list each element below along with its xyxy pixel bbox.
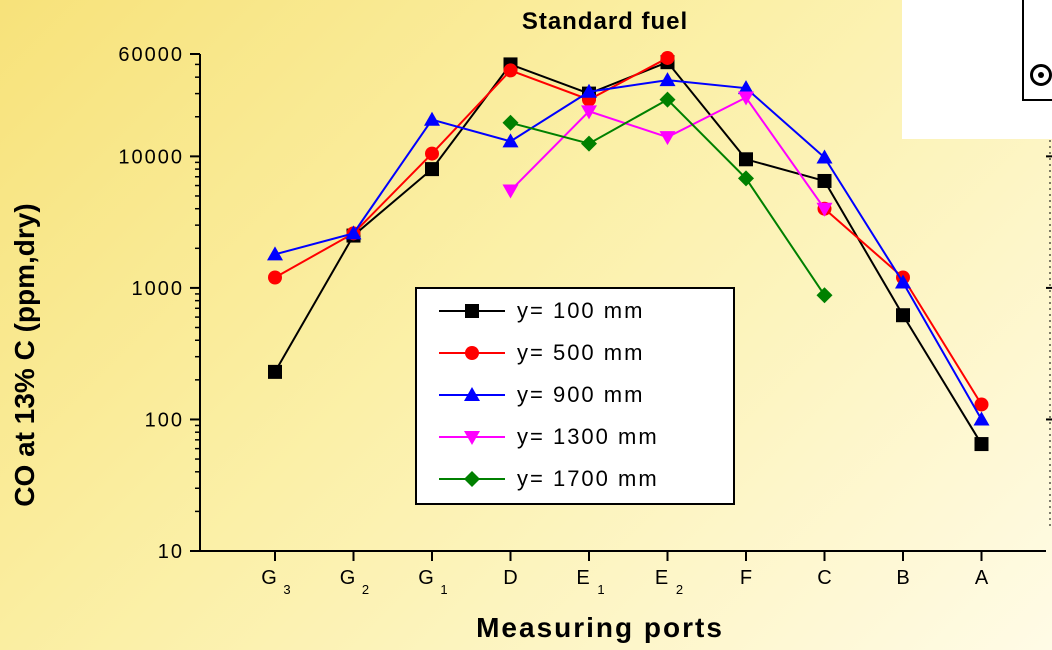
data-point-series-3 [816,149,833,164]
data-point-series-3 [581,83,597,98]
legend-symbol [464,387,480,401]
x-tick-label: G [340,567,356,589]
legend-label-1: y= 100 mm [517,298,645,323]
y-tick-label: 100 [145,409,184,431]
legend-label-2: y= 500 mm [517,340,645,365]
x-tick-label: E [576,567,589,589]
data-point-series-1 [739,152,753,167]
x-tick-label: B [896,567,909,589]
x-tick-label: G [261,567,277,589]
x-tick-label: F [740,567,752,589]
x-tick-label: D [503,567,517,589]
data-point-series-2 [268,270,282,285]
legend: y= 100 mm y= 500 mm y= 900 mm y= 1300 mm… [415,287,735,505]
data-point-series-1 [817,173,832,188]
data-point-series-3 [345,225,362,240]
data-point-series-1 [974,437,989,452]
data-point-series-5 [502,114,519,131]
legend-symbol [465,304,479,318]
target-icon [1030,64,1052,86]
data-point-series-5 [581,135,597,152]
x-tick-label: G [418,567,434,589]
cropped-panel-frame [1022,0,1052,101]
legend-marker-1 [439,304,505,318]
legend-item-1: y= 100 mm [417,293,733,329]
x-tick-subscript: 1 [440,582,447,597]
series-line-4 [509,96,826,210]
data-point-series-3 [973,411,990,426]
series-line-2 [274,57,668,279]
legend-item-2: y= 500 mm [417,335,733,371]
legend-item-4: y= 1300 mm [417,419,733,455]
data-point-series-1 [425,162,439,177]
x-tick-subscript: 1 [597,582,604,597]
y-tick-label: 1000 [132,278,185,300]
data-point-series-3 [267,246,283,261]
y-tick-label: 60000 [118,44,184,66]
y-tick-label: 10 [158,541,184,563]
data-point-series-3 [738,80,754,95]
data-point-series-4 [816,202,833,217]
legend-symbol [464,431,480,445]
data-point-series-5 [816,287,833,304]
data-point-series-4 [581,105,597,120]
data-point-series-5 [659,91,676,108]
data-point-series-5 [738,170,754,187]
legend-item-5: y= 1700 mm [417,461,733,497]
legend-marker-3 [439,387,505,401]
legend-item-3: y= 900 mm [417,377,733,413]
y-axis-label: CO at 13% C (ppm,dry) [9,203,40,507]
x-tick-label: E [655,567,668,589]
data-point-series-2 [425,146,439,161]
data-point-series-2 [503,63,518,78]
data-point-series-3 [895,274,911,289]
data-point-series-4 [738,91,754,106]
data-point-series-3 [659,72,676,87]
series-line-2 [823,207,983,405]
legend-label-4: y= 1300 mm [517,424,659,449]
data-point-series-4 [502,184,519,199]
y-tick-label: 10000 [118,146,184,168]
data-point-series-4 [659,131,676,146]
chart-title: Standard fuel [521,8,689,35]
x-tick-label: A [975,567,989,589]
x-axis-label: Measuring ports [476,612,724,643]
legend-marker-4 [439,431,505,445]
data-point-series-2 [660,50,675,65]
data-point-series-3 [502,133,519,148]
legend-marker-5 [439,471,505,487]
legend-label-3: y= 900 mm [517,382,645,407]
legend-symbol [465,346,479,360]
data-point-series-2 [974,397,989,412]
x-tick-label: C [817,567,831,589]
data-point-series-1 [896,308,910,323]
data-point-series-1 [268,364,282,379]
legend-label-5: y= 1700 mm [517,466,659,491]
x-tick-subscript: 2 [362,582,369,597]
x-tick-subscript: 2 [676,582,683,597]
data-point-series-3 [424,111,440,126]
x-tick-subscript: 3 [283,582,290,597]
series-line-3 [274,79,983,420]
series-line-5 [510,98,826,296]
legend-marker-2 [439,346,505,360]
cropped-panel [902,0,1052,139]
legend-symbol [464,471,480,487]
